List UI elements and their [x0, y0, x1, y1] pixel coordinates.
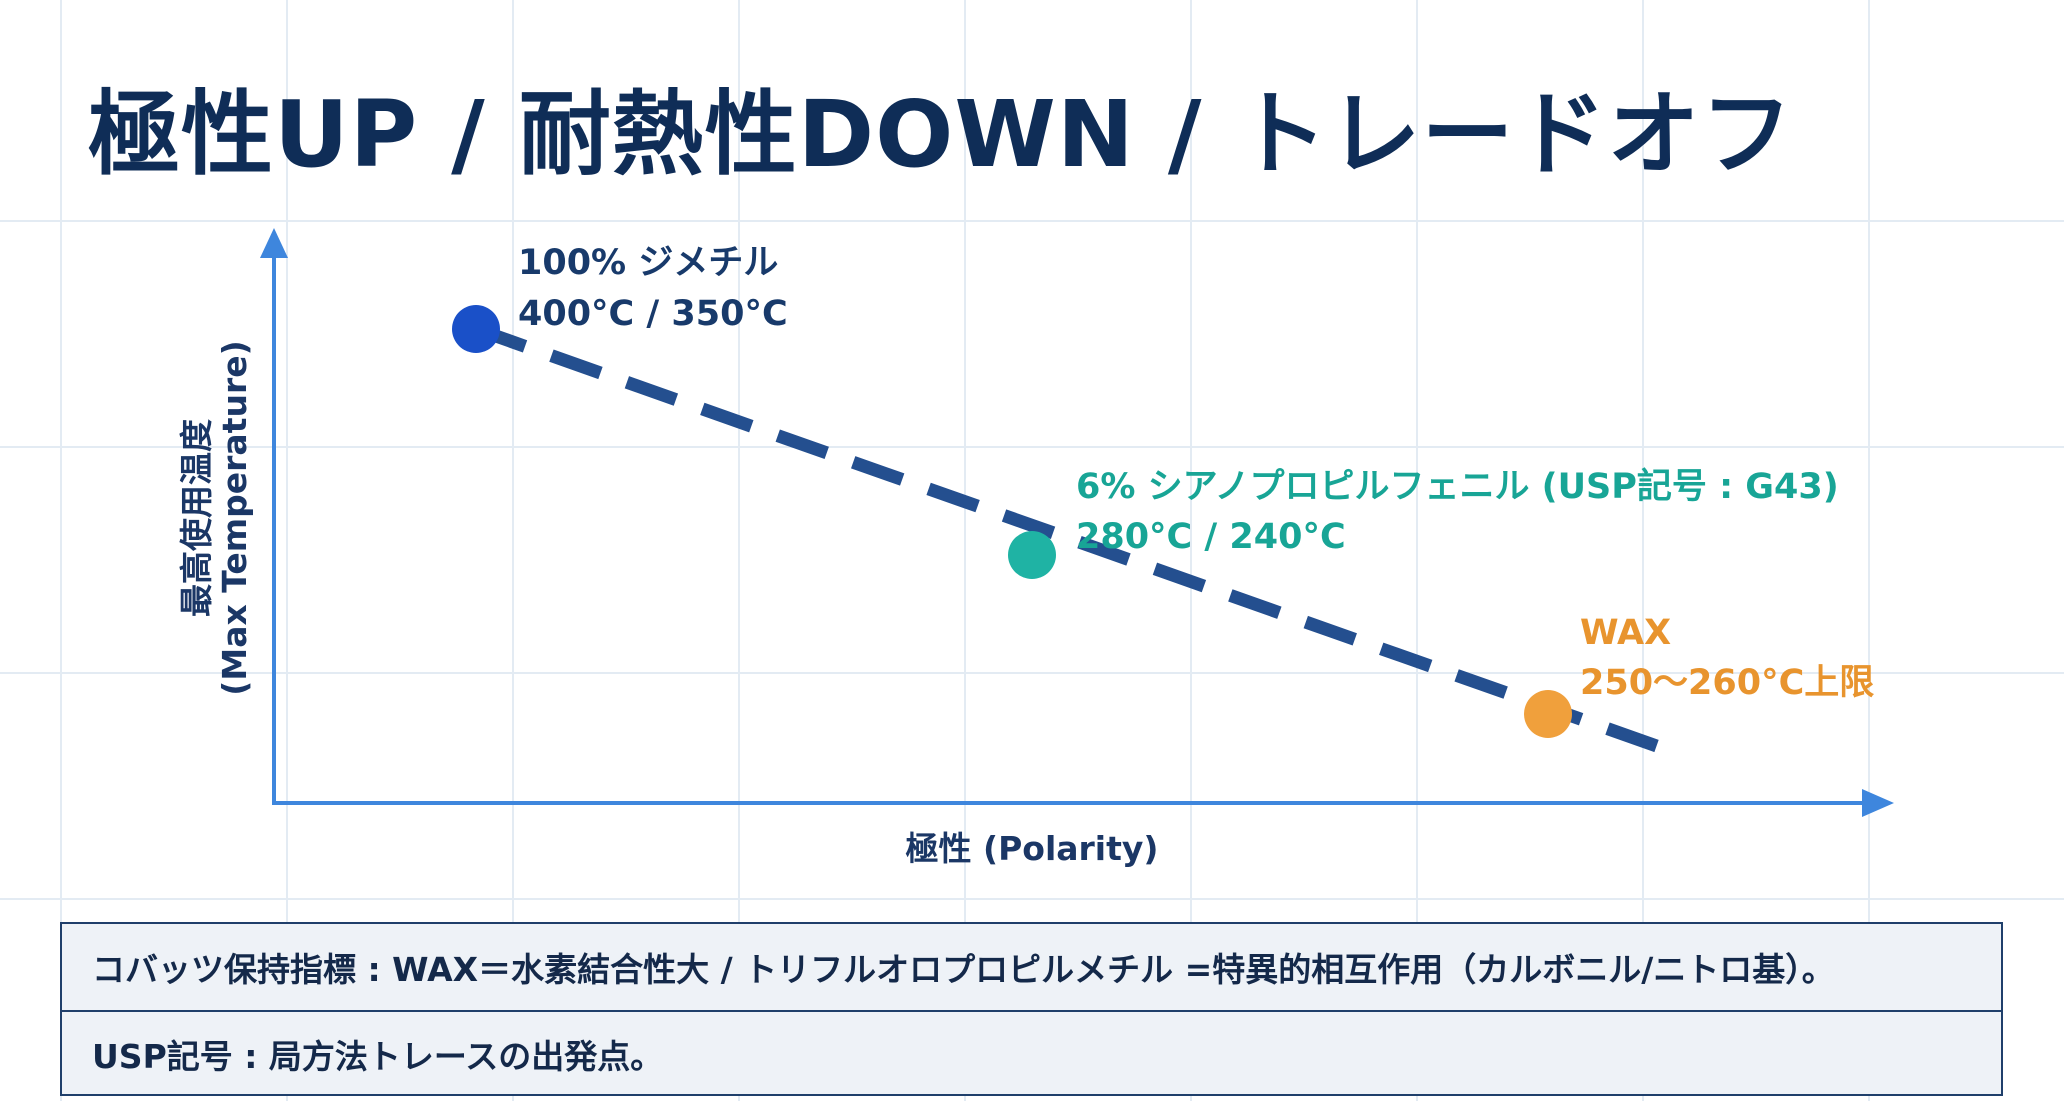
label-wax-name: WAX [1580, 613, 1671, 653]
notes-box: コバッツ保持指標 : WAX＝水素結合性大 / トリフルオロプロピルメチル =特… [60, 922, 2003, 1096]
y-axis-label-line1: 最高使用温度 [177, 419, 216, 617]
y-axis-arrow-icon [260, 228, 288, 258]
y-axis-label: 最高使用温度 (Max Temperature) [177, 340, 254, 695]
label-wax-temp: 250〜260°C上限 [1580, 663, 1874, 703]
note-retention-index: コバッツ保持指標 : WAX＝水素結合性大 / トリフルオロプロピルメチル =特… [92, 950, 1835, 989]
note-usp-code: USP記号 : 局方法トレースの出発点。 [62, 1010, 2001, 1096]
label-cyanopropylphenyl-name: 6% シアノプロピルフェニル (USP記号 : G43) [1076, 467, 1839, 507]
x-axis [272, 789, 1894, 817]
x-axis-arrow-icon [1862, 789, 1894, 817]
point-dimethyl [452, 305, 500, 353]
x-axis-label: 極性 (Polarity) [906, 829, 1159, 868]
label-dimethyl-name: 100% ジメチル [518, 243, 778, 283]
trend-line [473, 322, 1671, 757]
point-wax [1524, 690, 1572, 738]
label-dimethyl-temp: 400°C / 350°C [518, 294, 788, 334]
page-title: 極性UP / 耐熱性DOWN / トレードオフ [88, 81, 1794, 188]
point-cyanopropylphenyl [1008, 531, 1056, 579]
label-cyanopropylphenyl-temp: 280°C / 240°C [1076, 517, 1346, 557]
y-axis [260, 228, 288, 805]
y-axis-label-line2: (Max Temperature) [215, 340, 254, 695]
